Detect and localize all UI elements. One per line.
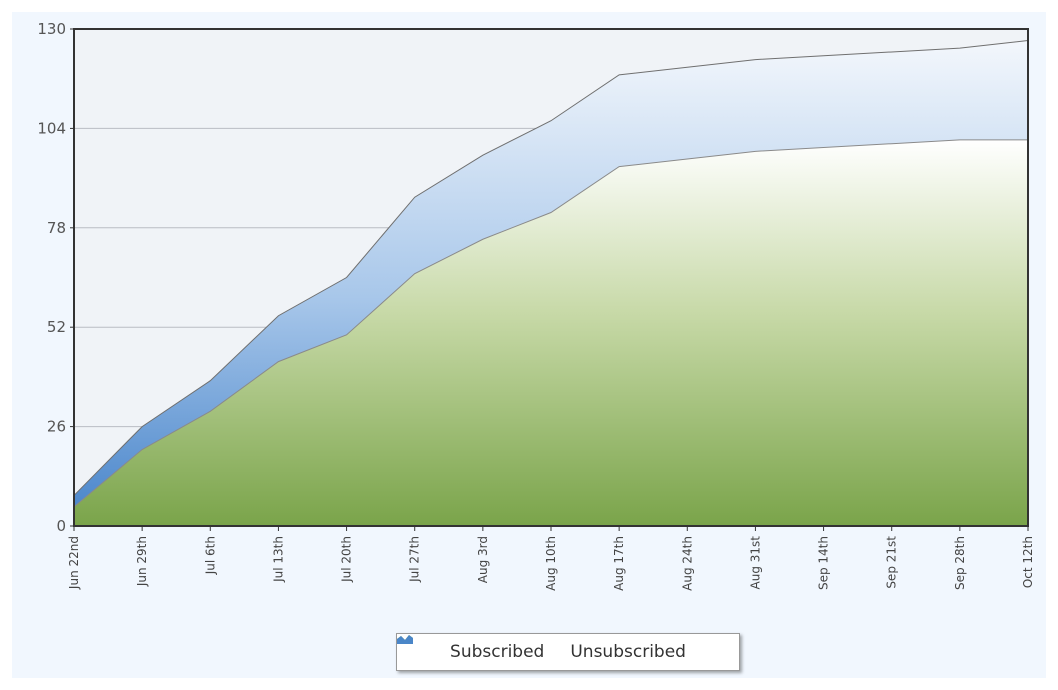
x-tick-label: Sep 14th: [817, 536, 831, 590]
x-tick-label: Aug 3rd: [476, 536, 490, 583]
y-tick-label: 78: [47, 219, 66, 237]
legend-item-subscribed[interactable]: Subscribed: [397, 635, 545, 662]
line-unsubscribed: [73, 39, 1029, 496]
legend: Subscribed Unsubscribed: [396, 633, 740, 671]
area-subscribed: [74, 139, 1028, 526]
area-chart: 0 26 52 78 104 130 Jun 22nd Jun 29th Jul 6th Jul…: [37, 20, 1035, 591]
x-tick-label: Jul 6th: [203, 536, 217, 575]
area-unsubscribed: [74, 40, 1028, 507]
y-axis: 0 26 52 78 104 130: [37, 20, 74, 535]
x-tick-label: Aug 17th: [612, 536, 626, 591]
y-tick-label: 52: [47, 318, 66, 336]
line-subscribed: [73, 139, 1028, 508]
x-tick-label: Jul 13th: [271, 536, 285, 583]
x-tick-label: Aug 31st: [748, 536, 762, 590]
x-tick-label: Jun 29th: [135, 536, 149, 587]
area-series-icon: [397, 635, 413, 644]
areas: [73, 39, 1029, 526]
x-tick-label: Jun 22nd: [67, 536, 81, 590]
y-tick-label: 104: [37, 119, 66, 137]
x-tick-label: Oct 12th: [1021, 536, 1035, 588]
y-tick-label: 26: [47, 418, 66, 436]
legend-item-unsubscribed[interactable]: Unsubscribed: [397, 635, 686, 662]
x-tick-label: Jul 27th: [408, 536, 422, 583]
x-axis: Jun 22nd Jun 29th Jul 6th Jul 13th Jul 20th J…: [67, 526, 1035, 591]
y-tick-label: 130: [37, 20, 66, 38]
chart-container: 0 26 52 78 104 130 Jun 22nd Jun 29th Jul 6th Jul…: [12, 12, 1046, 678]
legend-label: Unsubscribed: [570, 642, 686, 662]
x-tick-label: Aug 24th: [680, 536, 694, 591]
x-tick-label: Jul 20th: [340, 536, 354, 583]
legend-label: Subscribed: [450, 642, 545, 662]
x-tick-label: Sep 21st: [885, 536, 899, 589]
x-tick-label: Sep 28th: [953, 536, 967, 590]
y-tick-label: 0: [56, 517, 66, 535]
x-tick-label: Aug 10th: [544, 536, 558, 591]
